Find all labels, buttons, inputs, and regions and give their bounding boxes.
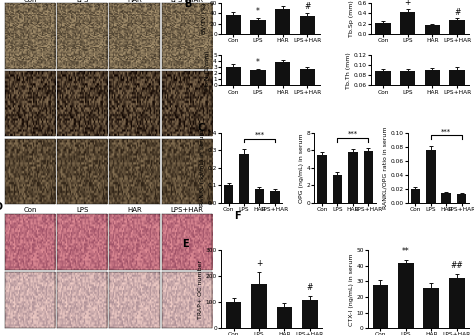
Text: #: # [304, 2, 310, 11]
Bar [300, 15, 315, 34]
Text: F: F [234, 211, 240, 221]
Y-axis label: Tb.Sp (mm): Tb.Sp (mm) [349, 0, 355, 37]
Text: *: * [256, 58, 260, 67]
Text: ***: *** [348, 131, 358, 137]
Y-axis label: CTX-I (ng/mL) in serum: CTX-I (ng/mL) in serum [348, 253, 354, 326]
Bar [426, 150, 436, 203]
Text: E: E [182, 239, 189, 249]
Bar [348, 152, 358, 203]
Bar [239, 154, 249, 203]
Bar [375, 22, 391, 34]
Title: LPS+HAR: LPS+HAR [170, 207, 203, 213]
Y-axis label: Tb.N (1/mm): Tb.N (1/mm) [205, 51, 210, 90]
Bar [400, 12, 415, 34]
Bar [275, 62, 291, 85]
Bar [449, 278, 465, 328]
Y-axis label: RANKL (ng/mL) in serum: RANKL (ng/mL) in serum [200, 130, 205, 206]
Bar [333, 175, 342, 203]
Bar [441, 193, 451, 203]
Text: **: ** [402, 247, 410, 256]
Text: ***: *** [441, 129, 451, 135]
Title: LPS: LPS [76, 207, 88, 213]
Bar [250, 19, 265, 34]
Title: HAR: HAR [127, 0, 142, 3]
Bar [276, 307, 292, 328]
Text: ##: ## [450, 261, 463, 270]
Y-axis label: RANKL/OPG ratio in serum: RANKL/OPG ratio in serum [383, 127, 388, 209]
Bar [398, 263, 414, 328]
Bar [423, 288, 439, 328]
Title: Con: Con [23, 0, 36, 3]
Bar [375, 71, 391, 116]
Text: +: + [256, 260, 262, 268]
Y-axis label: Tb.Th (mm): Tb.Th (mm) [346, 52, 351, 89]
Bar [449, 70, 465, 116]
Text: *: * [256, 7, 260, 16]
Title: LPS: LPS [76, 0, 88, 3]
Bar [302, 300, 318, 328]
Bar [400, 71, 415, 116]
Title: LPS+HAR: LPS+HAR [170, 0, 203, 3]
Text: #: # [307, 283, 313, 292]
Bar [449, 20, 465, 34]
Bar [410, 189, 420, 203]
Title: HAR: HAR [127, 207, 142, 213]
Y-axis label: OPG (ng/mL) in serum: OPG (ng/mL) in serum [299, 133, 304, 203]
Bar [425, 70, 440, 116]
Bar [226, 67, 241, 85]
Title: Con: Con [23, 207, 36, 213]
Text: B: B [183, 0, 191, 9]
Bar [251, 284, 267, 328]
Text: A: A [0, 0, 2, 2]
Text: ***: *** [255, 132, 264, 138]
Bar [226, 14, 241, 34]
Text: D: D [0, 202, 2, 212]
Bar [255, 189, 264, 203]
Bar [364, 151, 373, 203]
Y-axis label: TRAP+ OC number: TRAP+ OC number [198, 260, 203, 319]
Bar [250, 70, 265, 85]
Bar [275, 9, 291, 34]
Text: #: # [454, 7, 460, 16]
Text: C: C [198, 123, 205, 133]
Bar [226, 302, 241, 328]
Bar [425, 25, 440, 34]
Bar [373, 285, 388, 328]
Bar [224, 185, 233, 203]
Bar [270, 191, 280, 203]
Bar [457, 194, 466, 203]
Y-axis label: BV/TV (%): BV/TV (%) [201, 3, 207, 34]
Bar [300, 69, 315, 85]
Text: +: + [404, 0, 411, 7]
Bar [317, 155, 327, 203]
